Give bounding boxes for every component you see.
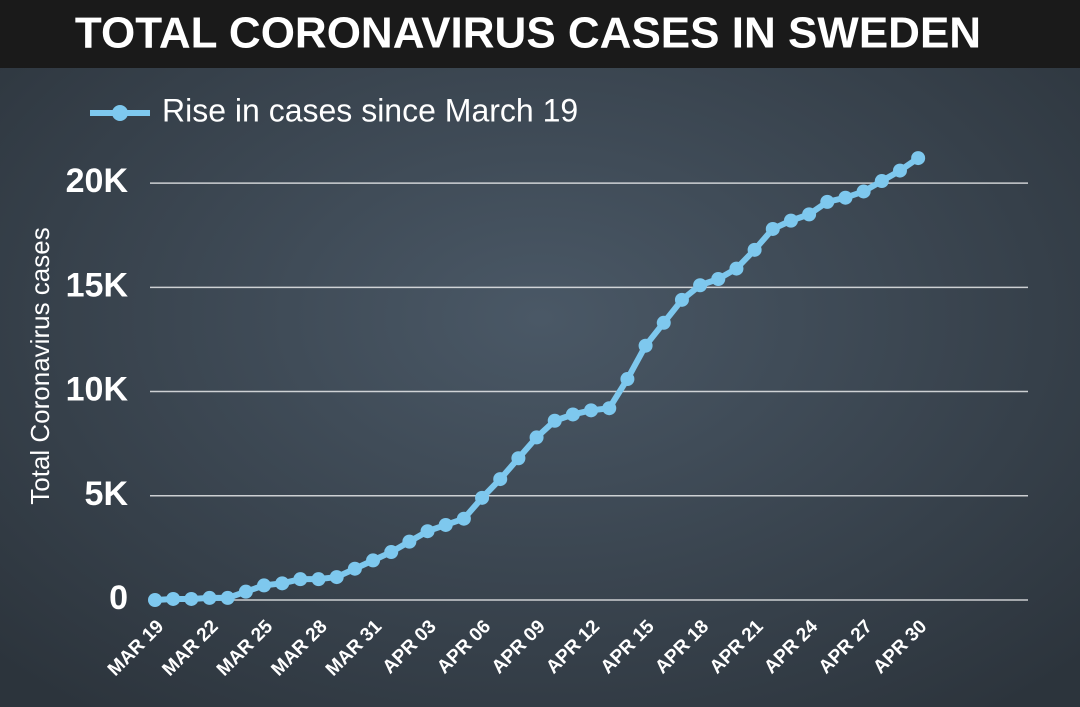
data-point [874,174,889,189]
legend-marker [112,105,128,121]
title-bar [0,0,1080,68]
data-point [347,561,362,576]
data-point [892,163,907,178]
data-point [493,472,508,487]
data-point [656,315,671,330]
data-point [638,338,653,353]
y-tick-label: 20K [66,162,129,200]
data-point [275,576,290,591]
data-point [329,570,344,585]
data-point [202,590,217,605]
y-tick-label: 0 [109,579,128,617]
data-point [438,517,453,532]
data-point [783,213,798,228]
y-axis-label: Total Coronavirus cases [25,227,55,504]
data-point [565,407,580,422]
y-tick-label: 5K [85,475,129,513]
data-point [238,584,253,599]
data-point [529,430,544,445]
data-point [311,572,326,587]
data-point [166,591,181,606]
data-point [711,271,726,286]
chart-title: TOTAL CORONAVIRUS CASES IN SWEDEN [75,9,981,58]
y-tick-label: 10K [66,371,129,409]
data-point [293,572,308,587]
data-point [838,190,853,205]
data-point [257,578,272,593]
data-point [620,372,635,387]
data-point [765,221,780,236]
data-point [911,151,926,166]
data-point [184,591,199,606]
data-point [693,278,708,293]
data-point [475,490,490,505]
data-point [856,184,871,199]
data-point [674,292,689,307]
data-point [584,403,599,418]
data-point [366,553,381,568]
y-tick-label: 15K [66,266,129,304]
data-point [384,545,399,560]
data-point [747,242,762,257]
data-point [220,590,235,605]
data-point [602,401,617,416]
legend-label: Rise in cases since March 19 [162,92,578,128]
data-point [456,511,471,526]
data-point [729,261,744,276]
data-point [148,593,162,607]
data-point [420,524,435,539]
data-point [802,207,817,222]
data-point [547,413,562,428]
data-point [511,451,526,466]
data-point [402,534,417,549]
data-point [820,194,835,209]
